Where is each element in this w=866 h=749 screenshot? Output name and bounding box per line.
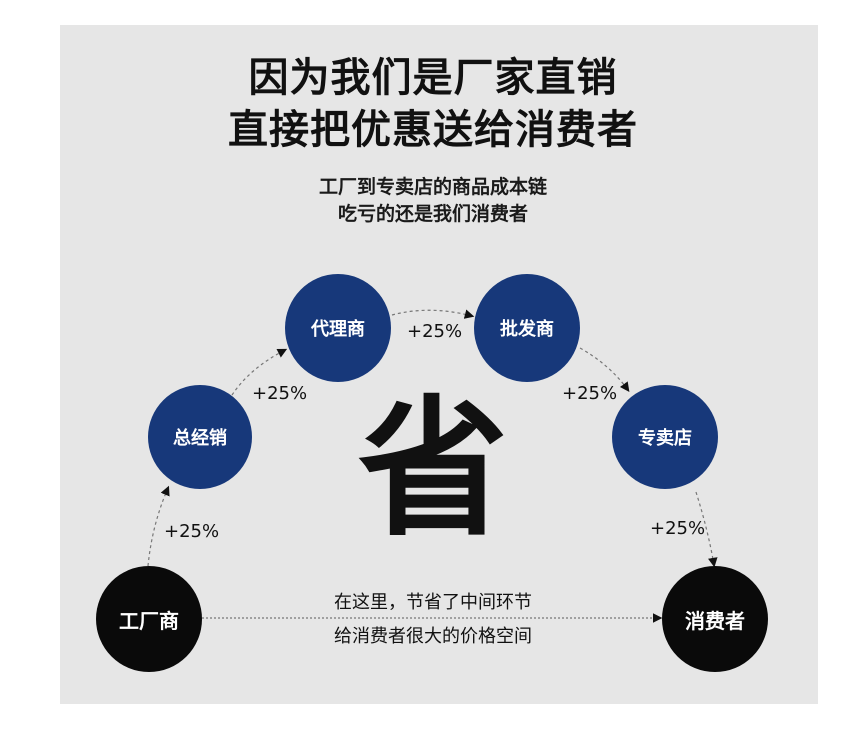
node-label: 批发商 (500, 319, 554, 340)
markup-label: +25% (650, 518, 706, 539)
subtitle-line2: 吃亏的还是我们消费者 (337, 203, 528, 225)
node-label: 总经销 (173, 428, 227, 449)
node-agent: 代理商 (285, 274, 391, 382)
savings-note-line2: 给消费者很大的价格空间 (334, 626, 532, 647)
arrow-distributor-to-agent (231, 348, 288, 396)
node-label: 消费者 (685, 608, 745, 633)
node-factory: 工厂商 (96, 566, 202, 672)
node-general-distributor: 总经销 (148, 385, 252, 489)
node-store: 专卖店 (612, 385, 718, 489)
arrow-store-to-consumer (695, 491, 718, 568)
savings-note-line1: 在这里，节省了中间环节 (334, 592, 532, 613)
node-wholesaler: 批发商 (474, 274, 580, 382)
save-character: 省 (357, 383, 508, 557)
subtitle-line1: 工厂到专卖店的商品成本链 (318, 176, 547, 198)
node-label: 代理商 (311, 319, 365, 340)
arrow-wholesaler-to-store (579, 347, 630, 392)
arrow-agent-to-wholesaler (391, 309, 475, 319)
node-label: 工厂商 (119, 608, 179, 633)
markup-label: +25% (164, 521, 220, 542)
arrow-factory-to-distributor (147, 485, 170, 567)
headline-line2: 直接把优惠送给消费者 (228, 107, 638, 153)
node-label: 专卖店 (638, 428, 692, 449)
node-consumer: 消费者 (662, 566, 768, 672)
markup-label: +25% (407, 321, 463, 342)
markup-label: +25% (252, 383, 308, 404)
headline-line1: 因为我们是厂家直销 (248, 55, 618, 101)
markup-label: +25% (562, 383, 618, 404)
